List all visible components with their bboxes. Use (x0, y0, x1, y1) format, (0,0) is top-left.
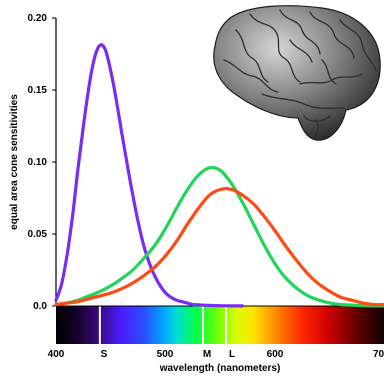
m-cone-curve (54, 165, 384, 308)
x-tick-label-600: 600 (267, 349, 284, 360)
y-tick-label-0: 0.0 (33, 301, 47, 312)
cone-markers (98, 306, 227, 344)
cone-label-l: L (229, 349, 235, 360)
x-tick-label-400: 400 (48, 349, 65, 360)
y-tick-label-0.05: 0.05 (28, 229, 48, 240)
brain-illustration (213, 5, 381, 141)
y-tick-label-0.20: 0.20 (28, 13, 48, 24)
series-layer (54, 43, 384, 308)
cone-label-s: S (101, 349, 108, 360)
x-tick-label-500: 500 (157, 349, 174, 360)
s-cone-curve (54, 43, 244, 308)
l-cone-curve (54, 187, 384, 307)
y-axis-title: equal area cone sensitivities (9, 94, 20, 230)
spectrum-band (56, 306, 384, 344)
y-tick-label-0.15: 0.15 (28, 85, 48, 96)
cone-label-m: M (203, 349, 211, 360)
x-axis-title: wavelength (nanometers) (159, 363, 281, 374)
x-tick-label-700: 70 (373, 349, 384, 360)
y-tick-marks (52, 17, 56, 307)
y-tick-label-0.10: 0.10 (28, 157, 48, 168)
x-axis: 400 500 600 70 S M L wavelength (nanomet… (48, 305, 384, 374)
y-axis: 0.0 0.05 0.10 0.15 0.20 equal area cone … (9, 13, 57, 312)
